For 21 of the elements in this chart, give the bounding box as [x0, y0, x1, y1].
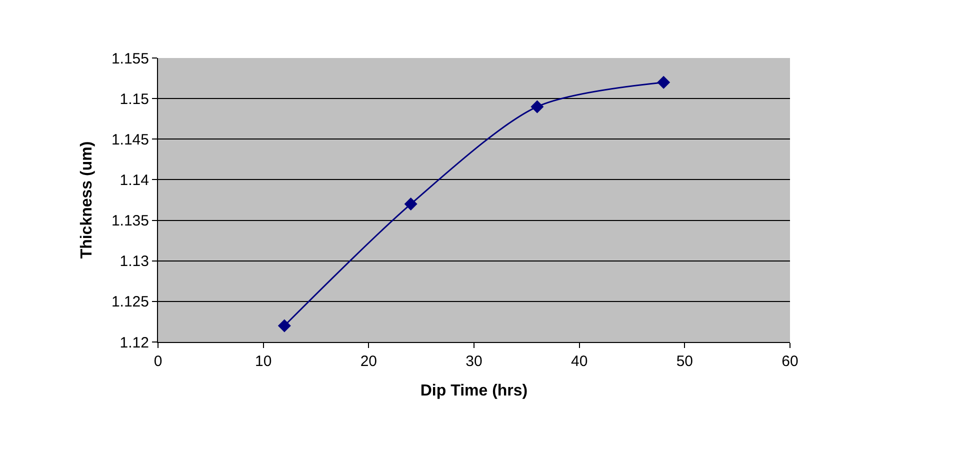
y-tick-label: 1.145 [111, 131, 149, 148]
y-tick-label: 1.125 [111, 294, 149, 311]
y-axis-title: Thickness (um) [78, 141, 96, 259]
x-tick-label: 40 [570, 353, 588, 370]
x-tick-label: 10 [254, 353, 272, 370]
y-tick-label: 1.15 [120, 90, 149, 108]
point [657, 76, 670, 89]
x-tick-label: 20 [360, 353, 378, 370]
point [278, 319, 291, 332]
x-tick-label: 50 [676, 353, 694, 370]
x-axis-title: Dip Time (hrs) [420, 382, 528, 400]
x-tick-label: 60 [782, 353, 798, 370]
point [404, 198, 418, 211]
x-tick-label: 0 [154, 353, 162, 370]
y-tick-label: 1.13 [120, 253, 149, 270]
y-tick-label: 1.12 [120, 334, 149, 352]
y-tick-label: 1.135 [111, 212, 149, 230]
y-tick-label: 1.155 [111, 50, 149, 68]
x-tick-label: 30 [466, 353, 482, 370]
point [530, 100, 544, 114]
y-tick-label: 1.14 [120, 172, 149, 189]
